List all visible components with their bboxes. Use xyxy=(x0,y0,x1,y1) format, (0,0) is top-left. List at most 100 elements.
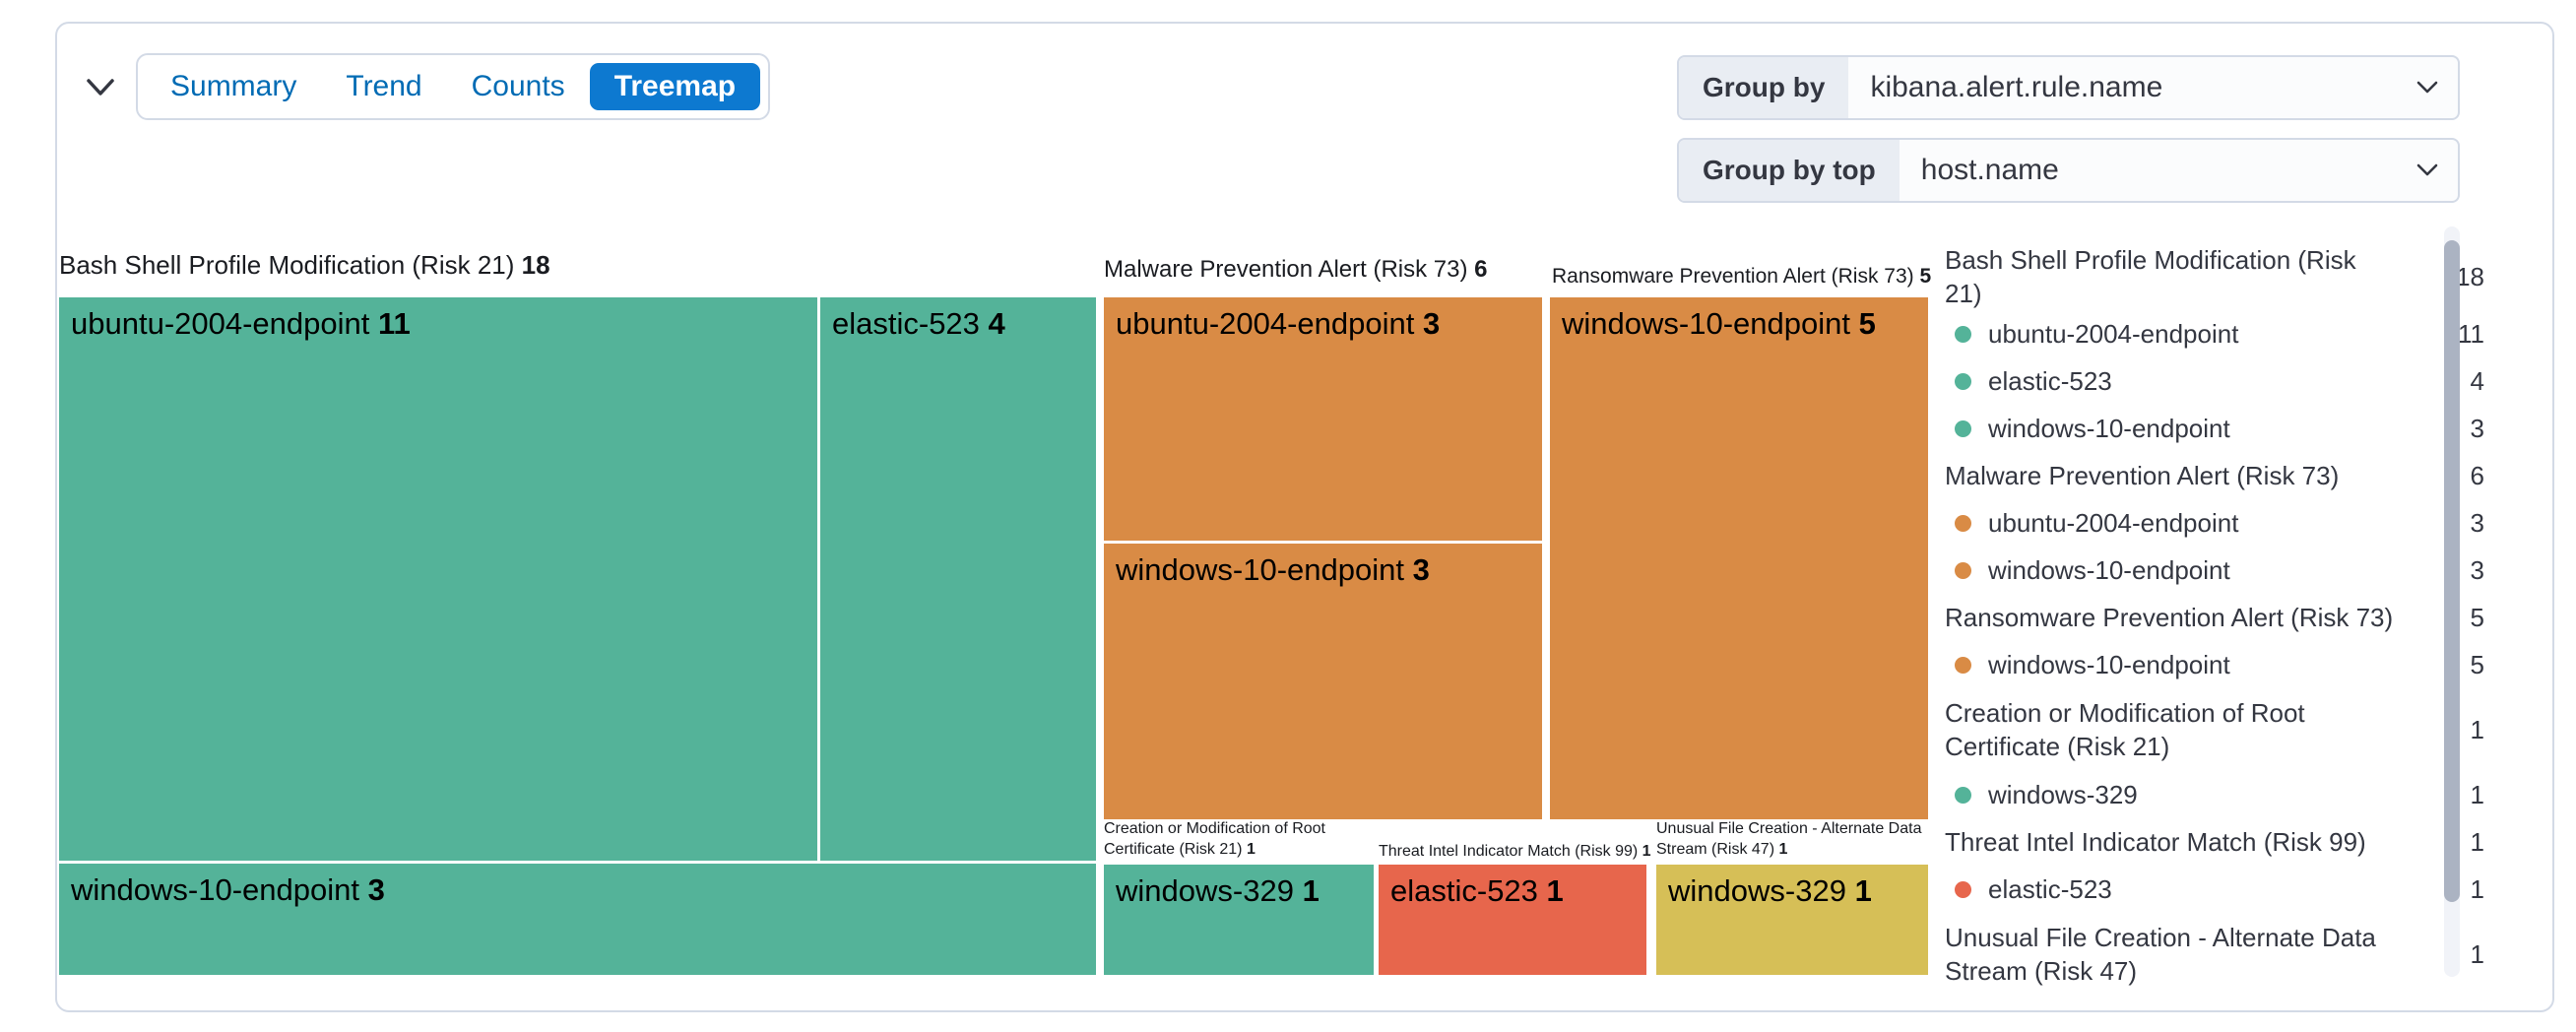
group-by-top-value: host.name xyxy=(1920,154,2059,186)
group-by-select[interactable]: Group by kibana.alert.rule.name xyxy=(1677,55,2460,120)
legend-label: ubuntu-2004-endpoint xyxy=(1988,507,2239,538)
treemap-group-label-bash: Bash Shell Profile Modification (Risk 21… xyxy=(59,250,550,281)
legend-label: Bash Shell Profile Modification (Risk 21… xyxy=(1945,245,2356,308)
legend-count: 3 xyxy=(2470,508,2484,539)
tile-value: 1 xyxy=(1302,873,1320,908)
tile-value: 1 xyxy=(1854,873,1872,908)
legend-color-dot xyxy=(1955,373,1971,391)
group-by-top-label: Group by top xyxy=(1679,140,1900,201)
legend-group-threat-intel[interactable]: Threat Intel Indicator Match (Risk 99) 1 xyxy=(1945,819,2484,867)
group-name: Creation or Modification of Root Certifi… xyxy=(1104,820,1325,858)
legend-count: 5 xyxy=(2470,650,2484,680)
legend-count: 5 xyxy=(2470,603,2484,633)
legend-color-dot xyxy=(1955,787,1971,805)
treemap-tile-root-certificate-windows-329[interactable]: windows-329 1 xyxy=(1104,865,1374,975)
treemap-legend: Bash Shell Profile Modification (Risk 21… xyxy=(1945,244,2484,997)
treemap-group-label-ransomware: Ransomware Prevention Alert (Risk 73) 5 xyxy=(1552,264,1931,289)
legend-color-dot xyxy=(1955,881,1971,899)
legend-scrollbar xyxy=(2444,226,2460,977)
legend-color-dot xyxy=(1955,326,1971,344)
legend-count: 18 xyxy=(2456,262,2484,292)
tile-value: 5 xyxy=(1858,306,1876,341)
tab-trend[interactable]: Trend xyxy=(321,63,446,110)
legend-group-ransomware[interactable]: Ransomware Prevention Alert (Risk 73) 5 xyxy=(1945,595,2484,642)
treemap-group-label-root-certificate: Creation or Modification of Root Certifi… xyxy=(1104,819,1382,861)
group-count: 1 xyxy=(1246,840,1256,858)
legend-group-malware[interactable]: Malware Prevention Alert (Risk 73) 6 xyxy=(1945,453,2484,500)
group-count: 5 xyxy=(1919,265,1932,288)
chevron-down-icon xyxy=(2415,140,2458,201)
collapse-panel-button[interactable] xyxy=(75,63,126,114)
treemap-tile-bash-ubuntu-2004-endpoint[interactable]: ubuntu-2004-endpoint 11 xyxy=(59,297,817,861)
legend-item-ransomware-windows[interactable]: windows-10-endpoint 5 xyxy=(1945,642,2484,689)
legend-count: 3 xyxy=(2470,414,2484,444)
legend-group-bash[interactable]: Bash Shell Profile Modification (Risk 21… xyxy=(1945,244,2484,311)
treemap-group-label-malware: Malware Prevention Alert (Risk 73) 6 xyxy=(1104,256,1488,285)
tab-treemap[interactable]: Treemap xyxy=(589,63,761,110)
tile-value: 3 xyxy=(367,872,385,907)
group-by-top-select[interactable]: Group by top host.name xyxy=(1677,138,2460,203)
legend-item-bash-ubuntu[interactable]: ubuntu-2004-endpoint 11 xyxy=(1945,311,2484,358)
legend-count: 3 xyxy=(2470,555,2484,586)
legend-count: 11 xyxy=(2458,319,2484,350)
group-count: 6 xyxy=(1474,256,1488,283)
legend-count: 4 xyxy=(2470,366,2484,397)
legend-item-malware-windows[interactable]: windows-10-endpoint 3 xyxy=(1945,548,2484,595)
tile-name: elastic-523 xyxy=(832,306,980,341)
group-by-label: Group by xyxy=(1679,57,1849,118)
legend-count: 1 xyxy=(2470,939,2484,970)
chevron-down-icon xyxy=(83,76,118,102)
legend-color-dot xyxy=(1955,562,1971,580)
legend-color-dot xyxy=(1955,420,1971,438)
legend-label: Malware Prevention Alert (Risk 73) xyxy=(1945,460,2340,490)
view-selector-button-group: Summary Trend Counts Treemap xyxy=(136,53,771,120)
legend-item-root-certificate-windows-329[interactable]: windows-329 1 xyxy=(1945,772,2484,819)
legend-scrollbar-thumb[interactable] xyxy=(2444,240,2460,902)
group-name: Bash Shell Profile Modification (Risk 21… xyxy=(59,250,515,280)
legend-item-bash-elastic[interactable]: elastic-523 4 xyxy=(1945,358,2484,406)
group-count: 1 xyxy=(1778,840,1788,858)
group-name: Unusual File Creation - Alternate Data S… xyxy=(1656,820,1922,858)
legend-count: 1 xyxy=(2470,874,2484,905)
legend-label: ubuntu-2004-endpoint xyxy=(1988,318,2239,349)
treemap-tile-threat-intel-elastic-523[interactable]: elastic-523 1 xyxy=(1379,865,1646,975)
treemap-tile-malware-ubuntu-2004-endpoint[interactable]: ubuntu-2004-endpoint 3 xyxy=(1104,297,1542,541)
tile-name: windows-10-endpoint xyxy=(71,872,359,907)
tile-value: 3 xyxy=(1423,306,1441,341)
legend-label: Ransomware Prevention Alert (Risk 73) xyxy=(1945,602,2394,632)
legend-item-malware-ubuntu[interactable]: ubuntu-2004-endpoint 3 xyxy=(1945,500,2484,548)
legend-label: elastic-523 xyxy=(1988,873,2112,904)
tile-name: ubuntu-2004-endpoint xyxy=(71,306,370,341)
legend-group-root-certificate[interactable]: Creation or Modification of Root Certifi… xyxy=(1945,689,2484,772)
tab-counts[interactable]: Counts xyxy=(447,63,590,110)
treemap-tile-unusual-file-windows-329[interactable]: windows-329 1 xyxy=(1656,865,1928,975)
group-name: Malware Prevention Alert (Risk 73) xyxy=(1104,256,1468,283)
legend-item-threat-intel-elastic[interactable]: elastic-523 1 xyxy=(1945,867,2484,914)
group-by-value: kibana.alert.rule.name xyxy=(1870,71,2163,103)
legend-item-bash-windows[interactable]: windows-10-endpoint 3 xyxy=(1945,406,2484,453)
tile-name: windows-10-endpoint xyxy=(1116,552,1404,587)
legend-count: 6 xyxy=(2470,461,2484,491)
group-count: 18 xyxy=(521,250,550,280)
legend-label: Creation or Modification of Root Certifi… xyxy=(1945,697,2305,761)
legend-count: 1 xyxy=(2470,780,2484,810)
chevron-down-icon xyxy=(2415,57,2458,118)
treemap-tile-malware-windows-10-endpoint[interactable]: windows-10-endpoint 3 xyxy=(1104,544,1542,819)
treemap-tile-bash-elastic-523[interactable]: elastic-523 4 xyxy=(820,297,1096,861)
tile-name: windows-10-endpoint xyxy=(1562,306,1850,341)
tile-name: windows-329 xyxy=(1116,873,1294,908)
tile-value: 11 xyxy=(378,306,411,341)
tile-name: ubuntu-2004-endpoint xyxy=(1116,306,1415,341)
legend-label: windows-10-endpoint xyxy=(1988,413,2230,443)
legend-label: Unusual File Creation - Alternate Data S… xyxy=(1945,922,2376,986)
treemap-tile-bash-windows-10-endpoint[interactable]: windows-10-endpoint 3 xyxy=(59,864,1096,975)
group-name: Ransomware Prevention Alert (Risk 73) xyxy=(1552,265,1914,288)
tab-summary[interactable]: Summary xyxy=(146,63,321,110)
tile-value: 1 xyxy=(1546,873,1564,908)
group-count: 1 xyxy=(1642,843,1651,860)
legend-group-unusual-file[interactable]: Unusual File Creation - Alternate Data S… xyxy=(1945,914,2484,997)
tile-value: 4 xyxy=(988,306,1005,341)
legend-color-dot xyxy=(1955,657,1971,675)
treemap-tile-ransomware-windows-10-endpoint[interactable]: windows-10-endpoint 5 xyxy=(1550,297,1928,819)
